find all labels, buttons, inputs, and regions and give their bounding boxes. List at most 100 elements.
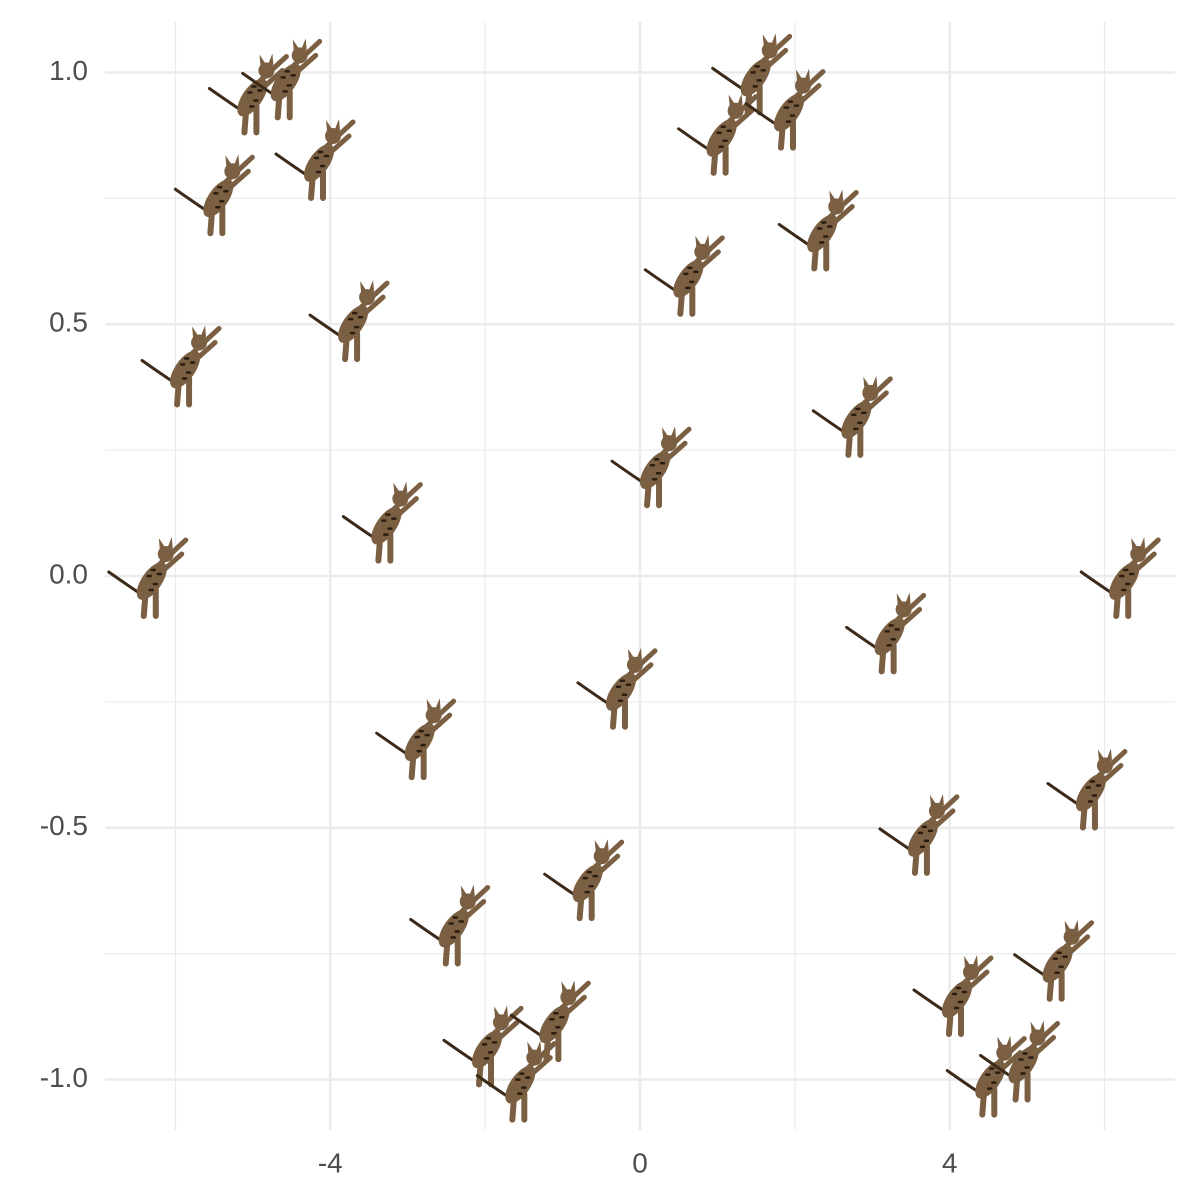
cat-ears <box>997 1035 1012 1048</box>
cat-head <box>526 1049 543 1066</box>
cat-tail <box>878 827 914 853</box>
cat-marker <box>979 1020 1061 1103</box>
cat-marker <box>912 955 994 1038</box>
cat-body <box>438 909 469 948</box>
cat-tail <box>442 1038 478 1064</box>
cat-head <box>1096 757 1113 774</box>
cat-ears <box>527 1040 542 1053</box>
cat-marker <box>576 647 658 730</box>
cat-tail <box>341 515 377 541</box>
x-tick-label: 0 <box>632 1147 648 1178</box>
cat-ears <box>426 698 441 711</box>
cat-ears <box>594 839 609 852</box>
cat-spots <box>951 986 968 1010</box>
cat-spots <box>515 1072 531 1095</box>
y-tick-label: -1.0 <box>40 1062 88 1093</box>
cat-marker <box>509 980 591 1063</box>
cat-spots <box>381 513 397 536</box>
cat-body <box>170 350 201 389</box>
cat-ears <box>829 189 844 202</box>
cat-marker <box>107 537 189 619</box>
cat-tail <box>173 187 209 213</box>
cat-ears <box>662 426 677 439</box>
cat-marker <box>878 793 960 876</box>
cat-marker <box>677 93 759 176</box>
cat-body <box>807 214 838 253</box>
cat-body <box>505 1065 536 1104</box>
cat-ears <box>460 884 475 897</box>
cat-spots <box>549 1011 565 1035</box>
cat-head <box>895 601 912 618</box>
cat-ears <box>1064 919 1079 932</box>
cat-marker <box>811 375 893 458</box>
cat-head <box>862 384 879 401</box>
cat-marker <box>207 53 289 136</box>
cat-body <box>404 723 435 762</box>
cat-marker <box>173 154 255 237</box>
cat-spots <box>313 150 330 174</box>
cat-head <box>224 163 241 180</box>
cat-marker <box>1079 537 1161 619</box>
cat-marker <box>475 1040 557 1123</box>
cat-tail <box>1046 782 1082 808</box>
cat-marker <box>308 280 390 363</box>
cat-spots <box>347 311 364 335</box>
y-tick-label: 1.0 <box>49 55 88 86</box>
cat-ears <box>158 537 173 549</box>
cat-body <box>907 818 938 857</box>
cat-body <box>773 93 805 132</box>
y-tick-label: 0.0 <box>49 558 88 589</box>
cat-head <box>1130 546 1147 562</box>
cat-body <box>338 305 369 344</box>
cat-body <box>673 259 704 298</box>
cat-head <box>560 989 577 1006</box>
cat-spots <box>1118 568 1135 592</box>
cat-ears <box>393 481 408 494</box>
cat-ears <box>225 154 240 167</box>
cat-tail <box>409 918 445 944</box>
cat-head <box>626 656 643 673</box>
cat-head <box>794 77 811 94</box>
cat-marker <box>140 325 222 408</box>
cat-marker <box>945 1035 1027 1118</box>
cat-marker <box>610 426 692 509</box>
cat-head <box>996 1044 1013 1061</box>
cat-spots <box>716 125 732 149</box>
cat-body <box>975 1060 1006 1099</box>
cat-head <box>928 802 945 819</box>
cat-spots <box>280 70 296 93</box>
cat-body <box>1042 944 1073 983</box>
cat-head <box>694 243 711 260</box>
cat-head <box>425 707 442 724</box>
cat-marker <box>274 118 356 201</box>
cat-ears <box>1097 748 1112 761</box>
cat-tail <box>845 625 881 651</box>
cat-body <box>270 63 301 102</box>
cat-head <box>191 334 208 351</box>
cat-head <box>828 198 845 215</box>
cat-body <box>237 78 268 117</box>
cat-marker <box>711 33 793 116</box>
cat-body <box>572 864 603 903</box>
cat-body <box>1075 773 1106 812</box>
cat-spots <box>817 221 833 244</box>
cat-marker <box>375 698 457 781</box>
cat-spots <box>146 568 163 592</box>
cat-spots <box>582 870 598 894</box>
cat-tail <box>945 1069 981 1095</box>
cat-tail <box>677 127 713 153</box>
cat-head <box>761 42 778 59</box>
cat-spots <box>750 65 766 88</box>
cat-tail <box>543 872 579 898</box>
cat-body <box>941 980 973 1018</box>
cat-spots <box>414 729 430 753</box>
cat-spots <box>649 457 666 481</box>
cat-head <box>493 1014 510 1031</box>
cat-ears <box>259 53 274 66</box>
cat-marker <box>744 68 826 151</box>
cat-body <box>471 1030 503 1069</box>
cat-spots <box>1018 1052 1034 1075</box>
cat-body <box>539 1005 570 1044</box>
y-tick-label: -0.5 <box>40 810 88 841</box>
